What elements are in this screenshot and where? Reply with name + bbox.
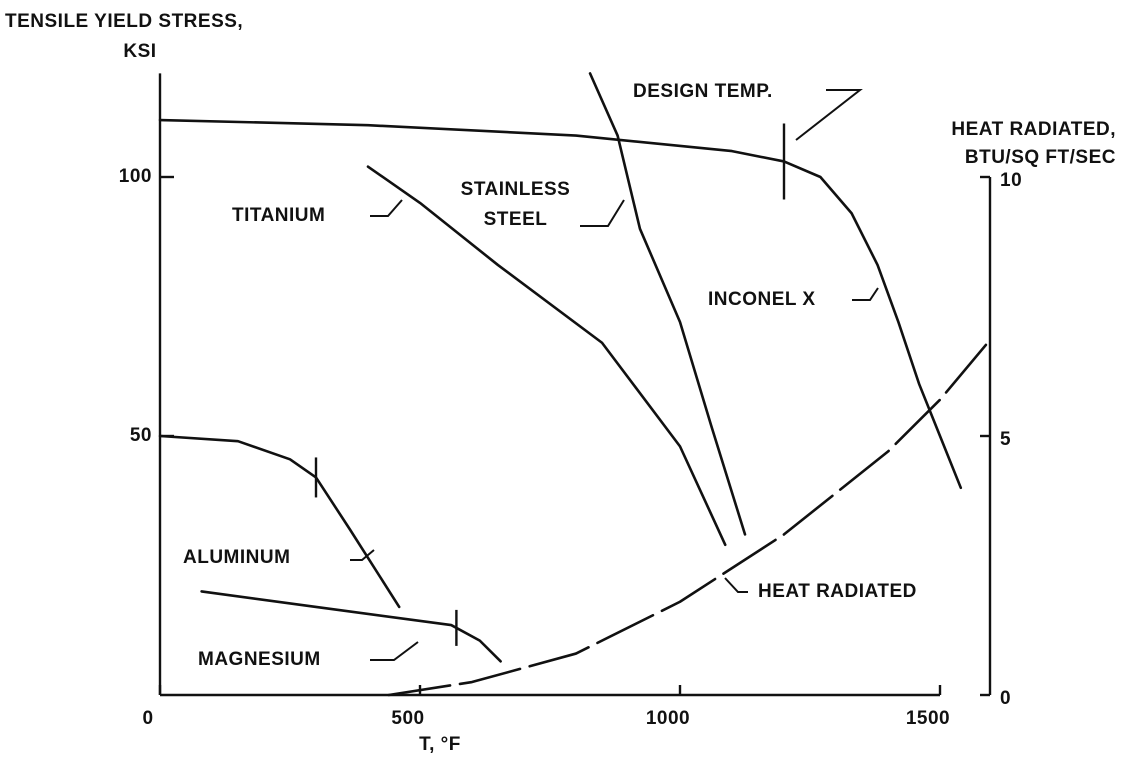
y2-tick-label: 10 (1000, 170, 1022, 191)
series-label: STAINLESS STEEL (460, 179, 571, 230)
x-tick-label: 0 (142, 708, 153, 729)
leader (724, 577, 748, 593)
leader (580, 199, 625, 227)
series-line (387, 336, 994, 697)
y-title-line: TENSILE YIELD STRESS, (5, 11, 243, 32)
x-tick-label: 500 (391, 708, 424, 729)
series-line (200, 590, 502, 663)
y2-tick-label: 0 (1000, 688, 1011, 709)
y-tick-label: 50 (130, 425, 152, 446)
series-label: TITANIUM (232, 205, 325, 226)
x-title: T, °F (419, 734, 461, 755)
x-tick-label: 1000 (646, 708, 690, 729)
leader (370, 199, 403, 217)
series-line (588, 72, 747, 536)
y2-title-line: HEAT RADIATED, (951, 119, 1116, 140)
design-temp-label: DESIGN TEMP. (633, 81, 773, 102)
y-title-line: KSI (123, 41, 156, 62)
series-line (158, 118, 963, 490)
y-tick-label: 100 (119, 166, 152, 187)
series-label: HEAT RADIATED (758, 581, 917, 602)
series-label: ALUMINUM (183, 547, 290, 568)
y2-tick-label: 5 (1000, 429, 1011, 450)
series-line (366, 165, 727, 547)
y2-title-line: BTU/SQ FT/SEC (965, 147, 1116, 168)
series-line (158, 434, 401, 609)
leader (795, 89, 863, 141)
leader (350, 549, 375, 561)
leader (852, 287, 879, 301)
series-label: INCONEL X (708, 289, 816, 310)
leader (370, 641, 419, 661)
series-label: MAGNESIUM (198, 649, 321, 670)
x-tick-label: 1500 (906, 708, 950, 729)
